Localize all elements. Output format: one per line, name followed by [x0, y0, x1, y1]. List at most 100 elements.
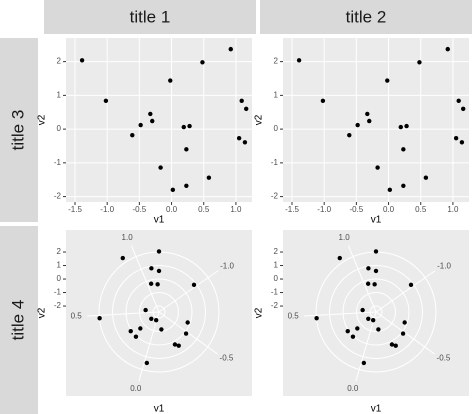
point: [373, 268, 379, 274]
y-tick-label: 2: [274, 57, 279, 66]
grid-line: [158, 270, 219, 313]
grid-circle: [329, 265, 423, 359]
point: [367, 118, 372, 124]
point: [187, 123, 192, 129]
point: [375, 165, 380, 170]
theta-tick-label: -1.0: [437, 261, 451, 270]
point: [365, 111, 370, 117]
point: [138, 326, 143, 331]
y-tick-label: -2: [271, 192, 279, 201]
point: [228, 46, 233, 52]
point: [148, 111, 153, 117]
y-tick-label: 0: [274, 124, 279, 133]
point: [183, 331, 189, 336]
strip-bg: [44, 0, 256, 34]
y-tick-label: 0: [57, 124, 62, 133]
grid-line: [130, 245, 160, 313]
x-axis-title: v1: [371, 404, 382, 414]
point: [242, 140, 248, 145]
column-strip-label: title 2: [346, 7, 387, 26]
point: [170, 187, 176, 193]
x-tick-label: -1.0: [100, 205, 114, 214]
point: [347, 132, 352, 138]
point: [360, 307, 365, 313]
r-tick-label: -1: [271, 288, 279, 297]
y-axis-title: v2: [254, 307, 265, 318]
r-tick-label: -2: [271, 301, 279, 310]
theta-tick-label: 1.0: [122, 233, 134, 242]
grid-line: [347, 245, 377, 313]
point: [149, 266, 154, 271]
x-tick-label: 1.0: [230, 205, 242, 214]
point: [456, 98, 461, 103]
y-axis-title: v2: [37, 114, 48, 125]
strip-bg: [0, 38, 38, 222]
point: [345, 329, 350, 334]
grid-line: [304, 311, 377, 317]
point: [423, 175, 429, 180]
point: [355, 122, 360, 128]
x-tick-label: 0.0: [383, 205, 395, 214]
point: [373, 249, 379, 254]
x-tick-label: -1.5: [68, 205, 82, 214]
grid-circle: [125, 278, 193, 346]
grid-circle: [139, 292, 179, 332]
point: [184, 183, 189, 189]
point: [337, 255, 342, 261]
theta-tick-label: -0.5: [437, 354, 451, 363]
point: [200, 60, 205, 65]
point: [144, 360, 150, 366]
point: [159, 327, 164, 332]
point: [79, 58, 85, 63]
point: [172, 342, 178, 347]
point: [236, 136, 242, 141]
x-axis-title: v1: [154, 215, 165, 226]
r-tick-label: 1: [274, 261, 279, 270]
r-tick-label: 1: [57, 261, 62, 270]
point: [149, 316, 154, 321]
x-tick-label: -1.5: [285, 205, 299, 214]
point: [185, 320, 190, 325]
point: [417, 60, 422, 65]
point: [150, 118, 155, 124]
point: [153, 317, 159, 323]
point: [393, 343, 398, 348]
point: [156, 268, 162, 274]
y-tick-label: 1: [274, 90, 279, 99]
point: [366, 316, 371, 321]
r-tick-label: 0: [274, 274, 279, 283]
point: [156, 249, 162, 254]
point: [387, 187, 393, 193]
theta-tick-label: 0.5: [71, 312, 83, 321]
theta-tick-label: 0.0: [130, 384, 142, 393]
point: [461, 106, 466, 112]
point: [401, 183, 406, 189]
point: [372, 282, 377, 287]
strip-bg: [0, 226, 38, 414]
point: [320, 98, 326, 103]
point: [445, 46, 450, 52]
grid-line: [158, 311, 218, 355]
point: [389, 342, 395, 347]
row-strip-label: title 3: [8, 110, 27, 151]
point: [143, 307, 148, 313]
point: [370, 317, 376, 323]
x-tick-label: 0.0: [166, 205, 178, 214]
point: [133, 334, 139, 339]
r-tick-label: -1: [54, 288, 62, 297]
grid-circle: [356, 292, 396, 332]
point: [120, 255, 125, 261]
theta-tick-label: 0.5: [288, 312, 300, 321]
point: [355, 326, 360, 331]
point: [376, 327, 381, 332]
point: [148, 281, 154, 286]
point: [168, 78, 173, 83]
point: [402, 320, 407, 325]
y-axis-title: v2: [37, 307, 48, 318]
y-axis-title: v2: [254, 114, 265, 125]
point: [404, 123, 409, 129]
r-tick-label: -2: [54, 301, 62, 310]
point: [398, 124, 403, 130]
point: [103, 98, 109, 103]
x-tick-label: 0.5: [198, 205, 210, 214]
